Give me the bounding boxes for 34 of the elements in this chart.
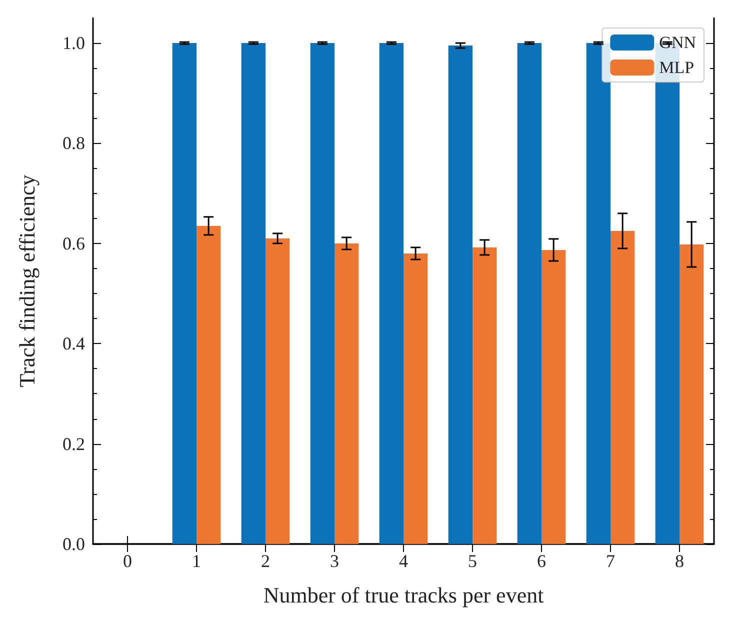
bar — [241, 43, 266, 544]
bar — [472, 247, 497, 544]
y-tick-label: 0.6 — [62, 233, 85, 254]
bar — [610, 230, 635, 544]
y-tick-label: 0.2 — [62, 434, 85, 454]
bar — [172, 43, 196, 544]
bar — [542, 250, 566, 544]
x-tick-label: 7 — [606, 551, 615, 571]
y-axis-title: Track finding efficiency — [14, 174, 40, 388]
bar — [448, 46, 472, 544]
bar — [196, 226, 221, 544]
y-tick-label: 0.8 — [62, 133, 85, 154]
legend-label: MLP — [659, 58, 694, 77]
x-tick-label: 2 — [261, 551, 270, 571]
x-axis-title: Number of true tracks per event — [263, 582, 544, 608]
bar — [379, 43, 404, 544]
bar — [404, 253, 428, 544]
y-tick-label: 0.4 — [62, 334, 85, 354]
bar — [334, 243, 359, 544]
bar — [266, 238, 290, 544]
x-tick-label: 0 — [123, 551, 132, 571]
x-tick-label: 1 — [192, 551, 201, 571]
x-tick-label: 8 — [675, 551, 684, 571]
y-tick-label: 1.0 — [62, 33, 85, 54]
legend-label: GNN — [659, 33, 696, 52]
x-tick-label: 4 — [399, 551, 408, 571]
bar — [680, 244, 704, 544]
x-tick-label: 6 — [537, 551, 546, 571]
y-tick-label: 0.0 — [62, 534, 85, 554]
bar — [310, 43, 334, 544]
bar — [517, 43, 542, 544]
x-tick-label: 3 — [330, 551, 339, 571]
x-tick-label: 5 — [468, 551, 477, 571]
bar — [586, 43, 610, 544]
